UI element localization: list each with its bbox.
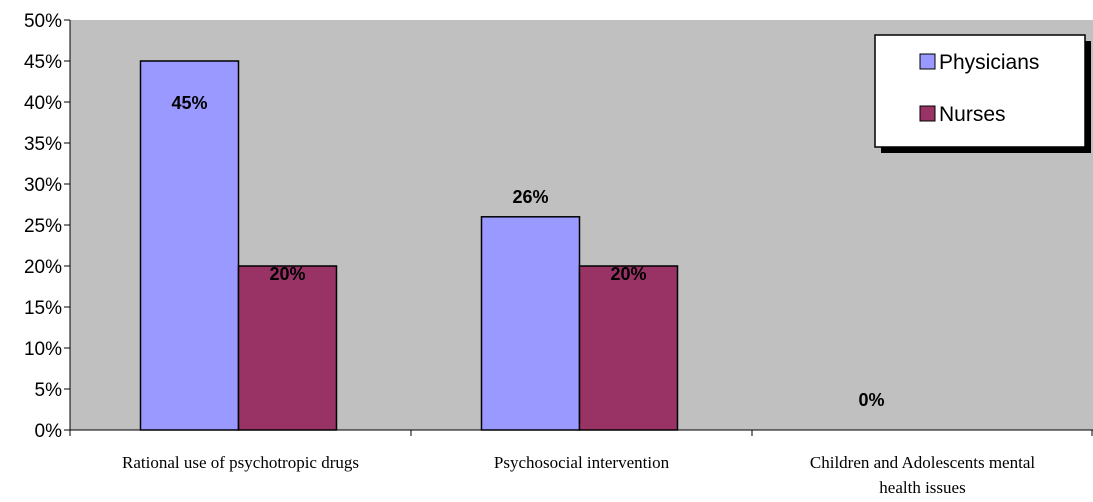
- legend-label-nurses: Nurses: [939, 103, 1006, 126]
- y-tick-label: 0%: [35, 421, 63, 442]
- data-labels: 45% 26% 0% 20% 20%: [171, 93, 884, 410]
- data-label: 0%: [858, 390, 884, 410]
- data-label: 26%: [512, 187, 548, 207]
- data-label: 20%: [610, 264, 646, 284]
- data-label: 20%: [269, 264, 305, 284]
- y-tick-label: 25%: [24, 216, 62, 237]
- legend: Physicians Nurses: [874, 34, 1091, 153]
- y-tick-label: 10%: [24, 339, 62, 360]
- legend-swatch-physicians: [919, 53, 936, 70]
- bars: [139, 60, 679, 431]
- x-axis: Rational use of psychotropic drugs Psycho…: [69, 429, 1093, 497]
- x-category-label: Psychosocial intervention: [494, 453, 670, 472]
- y-tick-label: 35%: [24, 134, 62, 155]
- y-axis: 0% 5% 10% 15% 20% 25% 30% 35% 40% 45% 50%: [24, 11, 71, 442]
- y-tick-label: 40%: [24, 93, 62, 114]
- y-tick-label: 50%: [24, 11, 62, 32]
- bar-physicians: [139, 60, 240, 431]
- x-category-label: Children and Adolescents mental health is…: [810, 453, 1035, 497]
- y-tick-label: 15%: [24, 298, 62, 319]
- bar-nurses: [237, 265, 338, 431]
- y-tick-label: 20%: [24, 257, 62, 278]
- y-tick-label: 45%: [24, 52, 62, 73]
- y-tick-label: 5%: [35, 380, 63, 401]
- bar-physicians: [480, 216, 581, 431]
- legend-box: [874, 34, 1086, 148]
- bar-nurses: [578, 265, 679, 431]
- x-category-label: Rational use of psychotropic drugs: [122, 453, 359, 472]
- data-label: 45%: [171, 93, 207, 113]
- legend-swatch-nurses: [919, 105, 936, 122]
- legend-label-physicians: Physicians: [939, 51, 1039, 74]
- y-tick-label: 30%: [24, 175, 62, 196]
